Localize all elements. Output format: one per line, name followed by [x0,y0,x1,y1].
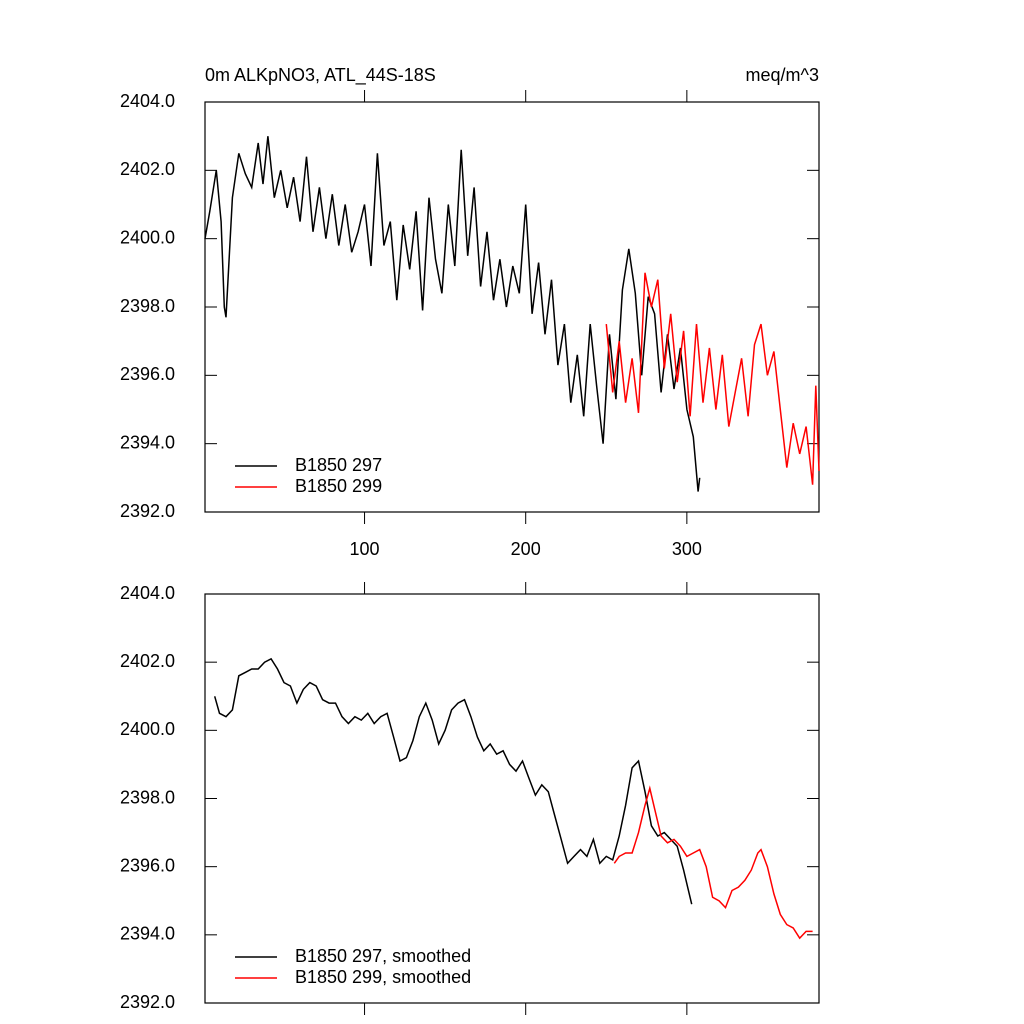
series-line [204,136,701,492]
y-tick-label: 2396.0 [120,855,175,875]
y-tick-label: 2398.0 [120,296,175,316]
x-tick-label: 100 [350,539,380,559]
x-tick-label: 300 [672,539,702,559]
legend-label: B1850 299, smoothed [295,967,471,987]
y-tick-label: 2398.0 [120,787,175,807]
y-tick-label: 2392.0 [120,501,175,521]
x-tick-label: 200 [511,539,541,559]
series-line [213,657,693,905]
legend-label: B1850 297 [295,455,382,475]
legend-label: B1850 297, smoothed [295,946,471,966]
y-tick-label: 2400.0 [120,719,175,739]
y-tick-label: 2402.0 [120,159,175,179]
plot-frame [204,101,820,513]
series-line [605,272,820,485]
series-line [613,785,813,940]
y-tick-label: 2400.0 [120,227,175,247]
chart-title: 0m ALKpNO3, ATL_44S-18S [205,65,436,86]
legend-label: B1850 299 [295,476,382,496]
plot-frame [204,593,820,1004]
y-tick-label: 2404.0 [120,583,175,603]
y-tick-label: 2394.0 [120,432,175,452]
units-label: meq/m^3 [746,65,819,85]
y-tick-label: 2404.0 [120,91,175,111]
y-tick-label: 2392.0 [120,992,175,1012]
y-tick-label: 2396.0 [120,364,175,384]
y-tick-label: 2402.0 [120,651,175,671]
y-tick-label: 2394.0 [120,924,175,944]
